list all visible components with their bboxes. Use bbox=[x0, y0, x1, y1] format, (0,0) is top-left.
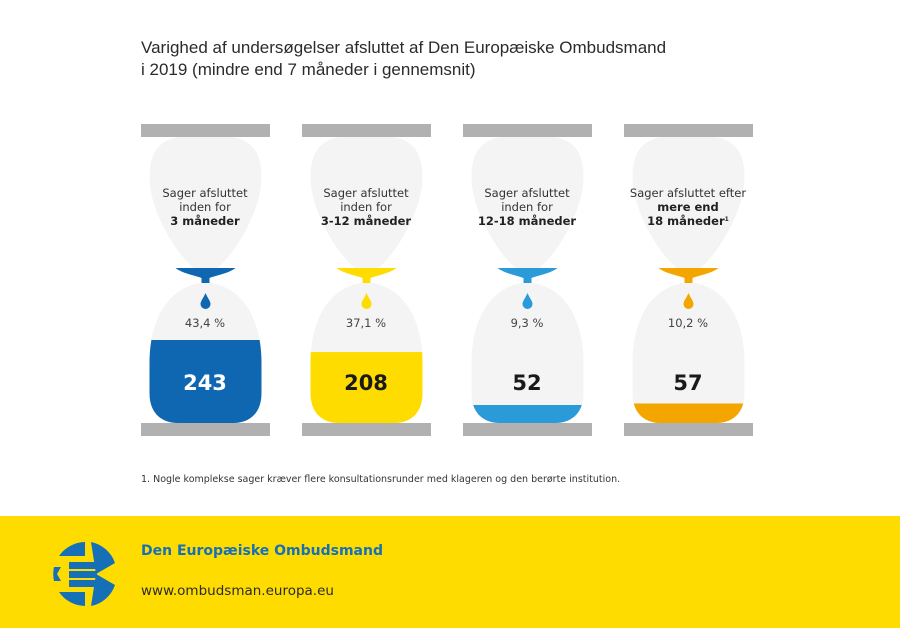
label-duration: 12-18 måneder bbox=[477, 214, 577, 228]
neck-sand bbox=[336, 268, 397, 286]
count-label: 52 bbox=[512, 371, 542, 395]
sand-fill-bar bbox=[310, 352, 423, 423]
percent-label: 9,3 % bbox=[510, 316, 544, 330]
label-duration: 3-12 måneder bbox=[320, 214, 412, 228]
bottom-frame-bar bbox=[302, 423, 431, 436]
upper-bulb bbox=[471, 135, 584, 270]
neck-sand bbox=[175, 268, 236, 286]
ombudsman-logo-icon bbox=[53, 542, 115, 606]
percent-label: 10,2 % bbox=[667, 316, 709, 330]
sand-drop-icon bbox=[200, 293, 211, 309]
upper-bulb bbox=[149, 135, 262, 270]
label-line: Sager afsluttet bbox=[484, 186, 570, 200]
sand-fill-bar bbox=[149, 340, 262, 423]
neck-sand bbox=[497, 268, 558, 286]
count-label: 243 bbox=[183, 371, 227, 395]
label-line: inden for bbox=[340, 200, 392, 214]
lower-bulb bbox=[471, 283, 584, 423]
upper-bulb bbox=[632, 135, 745, 270]
footnote: 1. Nogle komplekse sager kræver flere ko… bbox=[141, 474, 621, 485]
bottom-frame-bar bbox=[463, 423, 592, 436]
bottom-frame-bar bbox=[624, 423, 753, 436]
label-line: Sager afsluttet efter bbox=[629, 186, 747, 200]
footnote-marker: 1 bbox=[724, 216, 729, 223]
label-line: Sager afsluttet bbox=[323, 186, 409, 200]
sand-drop-icon bbox=[522, 293, 533, 309]
sand-fill-bar bbox=[471, 405, 584, 423]
footer-banner: Den Europæiske Ombudsmand www.ombudsman.… bbox=[0, 516, 900, 628]
top-frame-bar bbox=[141, 124, 270, 137]
sand-drop-icon bbox=[361, 293, 372, 309]
chart-title-line-2: i 2019 (mindre end 7 måneder i gennemsni… bbox=[141, 60, 476, 79]
count-label: 208 bbox=[344, 371, 388, 395]
bottom-frame-bar bbox=[141, 423, 270, 436]
neck-sand bbox=[658, 268, 719, 286]
chart-title-line-1: Varighed af undersøgelser afsluttet af D… bbox=[141, 38, 667, 57]
sand-drop-icon bbox=[683, 293, 694, 309]
count-label: 57 bbox=[673, 371, 703, 395]
percent-label: 37,1 % bbox=[345, 316, 387, 330]
label-duration: 3 måneder bbox=[170, 214, 240, 228]
label-duration: 18 måneder1 bbox=[647, 214, 729, 228]
top-frame-bar bbox=[463, 124, 592, 137]
hourglass-label: Sager afsluttet inden for 12-18 måneder bbox=[463, 186, 591, 228]
label-line: inden for bbox=[501, 200, 553, 214]
upper-bulb bbox=[310, 135, 423, 270]
percent-label: 43,4 % bbox=[184, 316, 226, 330]
hourglass-label: Sager afsluttet inden for 3-12 måneder bbox=[302, 186, 430, 228]
hourglass-label: Sager afsluttet inden for 3 måneder bbox=[141, 186, 269, 228]
lower-bulb bbox=[632, 283, 745, 423]
org-url-link[interactable]: www.ombudsman.europa.eu bbox=[141, 583, 334, 599]
label-line: Sager afsluttet bbox=[162, 186, 248, 200]
org-name: Den Europæiske Ombudsmand bbox=[141, 543, 383, 559]
label-line: inden for bbox=[179, 200, 231, 214]
hourglass-chart bbox=[141, 124, 753, 436]
top-frame-bar bbox=[624, 124, 753, 137]
chart-title: Varighed af undersøgelser afsluttet af D… bbox=[141, 37, 741, 81]
sand-fill-bar bbox=[632, 403, 745, 423]
hourglass-label: Sager afsluttet efter mere end 18 måneder1 bbox=[624, 186, 752, 228]
label-duration: mere end bbox=[657, 200, 719, 214]
top-frame-bar bbox=[302, 124, 431, 137]
